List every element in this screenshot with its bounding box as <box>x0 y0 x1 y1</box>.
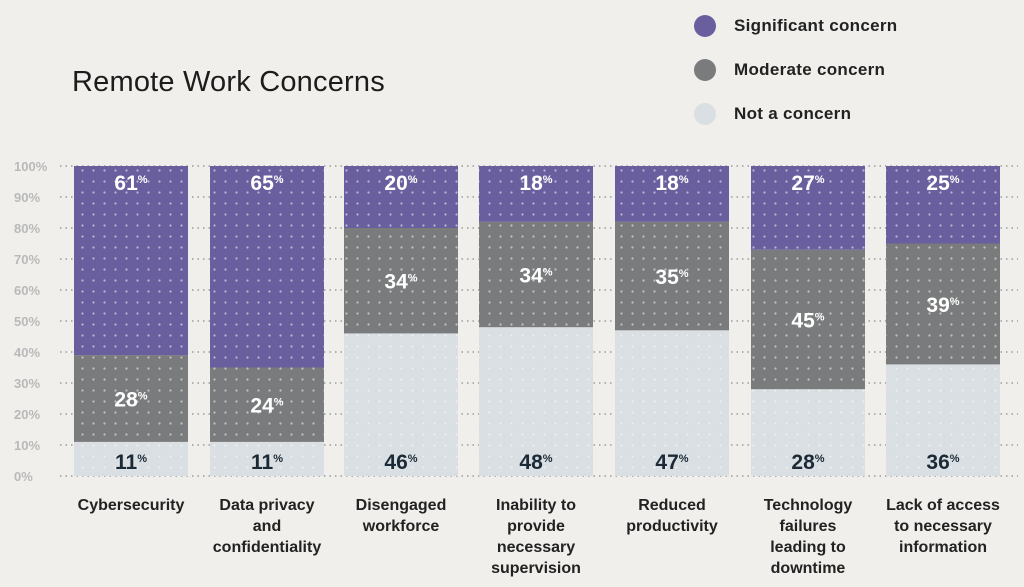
bar-texture-moderate <box>479 221 593 328</box>
bar-texture-significant <box>74 166 188 356</box>
bar-texture-moderate <box>210 367 324 442</box>
y-axis: 0% 10% 20% 30% 40% 50% 60% 70% 80% 90% 100% <box>14 159 48 484</box>
legend-swatch-significant <box>694 15 716 37</box>
x-axis-categories: Cybersecurity Data privacy and confidential… <box>78 497 1000 577</box>
legend-label-significant: Significant concern <box>734 16 898 35</box>
y-tick-label: 40% <box>14 345 40 360</box>
y-tick-label: 0% <box>14 469 33 484</box>
legend-swatch-moderate <box>694 59 716 81</box>
y-tick-label: 50% <box>14 314 40 329</box>
bar-texture-moderate <box>615 221 729 331</box>
bars-layer: 11%28%61%11%24%65%46%34%20%48%34%18%47%3… <box>74 166 1000 476</box>
bar-texture-significant <box>210 166 324 368</box>
legend-item-significant: Significant concern <box>694 4 897 48</box>
y-tick-label: 100% <box>14 159 48 174</box>
y-tick-label: 60% <box>14 283 40 298</box>
category-label: Lack of access to necessary information <box>886 497 1000 556</box>
bar-texture-moderate <box>74 355 188 442</box>
legend-item-moderate: Moderate concern <box>694 48 897 92</box>
bar-texture-significant <box>886 166 1000 244</box>
bar-texture-not <box>344 333 458 476</box>
bar-texture-not <box>479 327 593 476</box>
bar-texture-not <box>210 441 324 476</box>
bar-texture-moderate <box>344 228 458 334</box>
y-tick-label: 30% <box>14 376 40 391</box>
y-tick-label: 70% <box>14 252 40 267</box>
legend-label-moderate: Moderate concern <box>734 60 886 79</box>
bar-texture-not <box>615 330 729 476</box>
chart-title: Remote Work Concerns <box>72 66 385 98</box>
bar-texture-moderate <box>751 249 865 390</box>
legend-item-not: Not a concern <box>694 92 897 136</box>
category-label: Disengaged workforce <box>356 497 447 535</box>
bar-texture-significant <box>615 166 729 222</box>
legend-swatch-not <box>694 103 716 125</box>
y-tick-label: 90% <box>14 190 40 205</box>
legend-label-not: Not a concern <box>734 104 852 123</box>
category-label: Cybersecurity <box>78 497 185 514</box>
bar-texture-not <box>74 441 188 476</box>
legend: Significant concern Moderate concern Not… <box>694 4 897 136</box>
bar-texture-moderate <box>886 243 1000 365</box>
y-tick-label: 20% <box>14 407 40 422</box>
bar-texture-significant <box>479 166 593 222</box>
bar-texture-not <box>886 364 1000 476</box>
bar-texture-significant <box>344 166 458 228</box>
y-tick-label: 10% <box>14 438 40 453</box>
category-label: Inability to provide necessary supervision <box>491 497 581 577</box>
category-label: Data privacy and confidentiality <box>213 497 322 556</box>
category-label: Technology failures leading to downtime <box>764 497 853 577</box>
category-label: Reduced productivity <box>626 497 718 535</box>
y-tick-label: 80% <box>14 221 40 236</box>
bar-texture-not <box>751 389 865 476</box>
bar-texture-significant <box>751 166 865 250</box>
